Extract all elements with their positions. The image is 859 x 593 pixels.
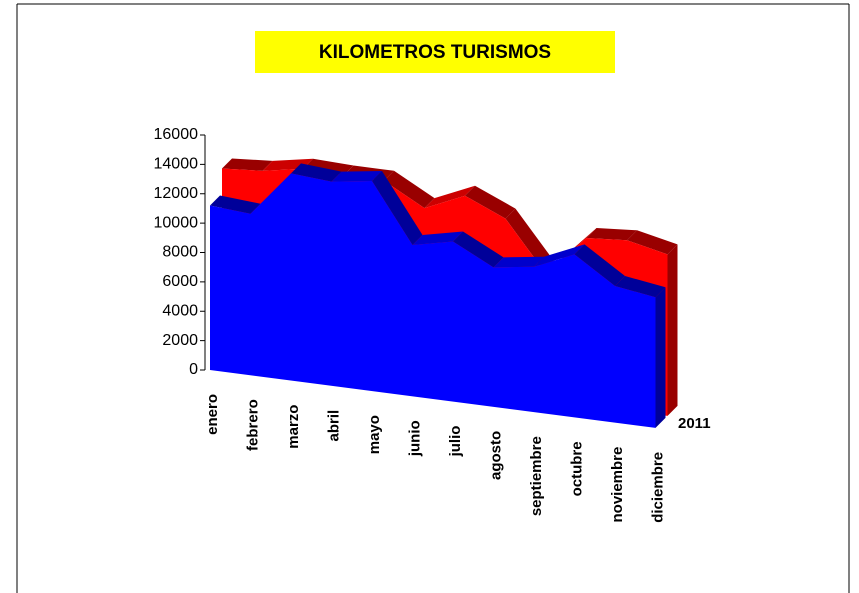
area-top (574, 244, 625, 287)
area-side (655, 287, 666, 428)
area-top (586, 227, 637, 241)
area (210, 173, 656, 428)
y-tick-label: 4000 (162, 302, 198, 319)
x-tick-label: mayo (366, 415, 383, 454)
area-top (372, 171, 423, 246)
area-top (291, 163, 342, 182)
area-top (493, 256, 544, 268)
legend-label: 2011 (678, 415, 711, 432)
x-tick-label: octubre (568, 441, 585, 496)
area-top (453, 231, 504, 268)
area-top (222, 158, 273, 171)
x-tick-label: julio (447, 426, 464, 458)
plot: 0 2000 4000 6000 8000 10000 12000 14000 16000 ene… (154, 126, 711, 523)
y-tick-label: 12000 (154, 185, 199, 202)
x-tick-label: septiembre (528, 436, 545, 516)
area-top (424, 185, 475, 209)
y-tick-label: 2000 (162, 332, 198, 349)
x-tick-label: noviembre (609, 447, 626, 523)
x-tick-label: febrero (244, 399, 261, 451)
area-top (615, 276, 666, 298)
x-tick-label: abril (325, 410, 342, 442)
area-top (465, 185, 516, 219)
y-tick-label: 0 (189, 361, 198, 378)
area-top (331, 171, 382, 182)
area-top (303, 158, 354, 176)
y-tick-label: 6000 (162, 273, 198, 290)
area-top (250, 163, 301, 214)
area-top (412, 231, 463, 246)
x-tick-label: marzo (285, 405, 302, 449)
area-side (667, 244, 678, 416)
area-top (534, 244, 585, 267)
y-tick-label: 10000 (154, 214, 199, 231)
x-tick-label: enero (204, 394, 221, 435)
title-box (255, 31, 615, 73)
x-tick-label: agosto (487, 431, 504, 480)
y-tick-label: 8000 (162, 244, 198, 261)
x-tick-label: diciembre (649, 452, 666, 523)
y-tick-label: 14000 (154, 156, 199, 173)
area-top (384, 170, 435, 209)
area-top (627, 230, 678, 255)
y-tick-label: 16000 (154, 126, 199, 143)
chart-title: KILOMETROS TURISMOS (319, 42, 551, 63)
area-top (210, 195, 261, 214)
x-tick-label: junio (406, 420, 423, 457)
